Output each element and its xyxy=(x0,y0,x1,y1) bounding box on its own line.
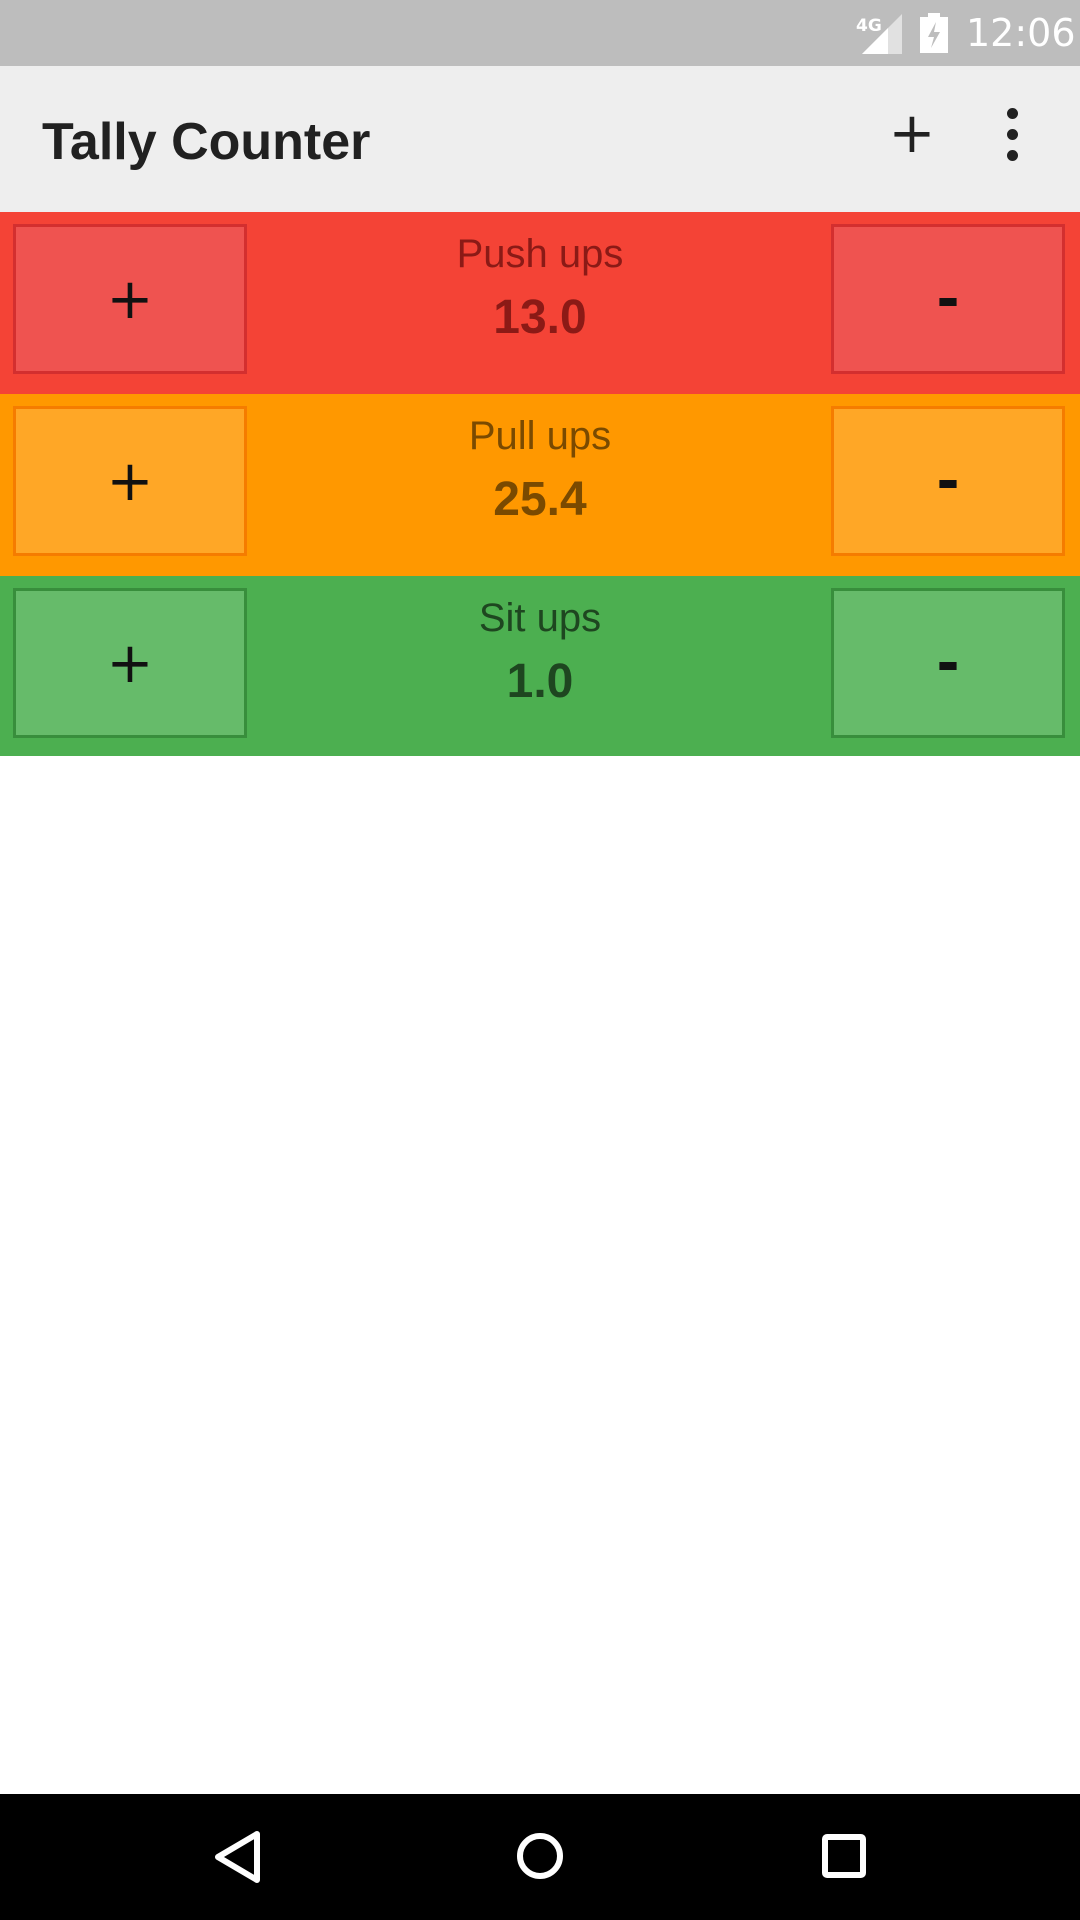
decrement-button[interactable]: - xyxy=(831,406,1065,556)
counter-name: Push ups xyxy=(456,232,624,276)
navigation-bar xyxy=(0,1794,1080,1920)
status-clock: 12:06 xyxy=(966,11,1076,55)
counter-name: Pull ups xyxy=(468,414,612,458)
signal-icon xyxy=(862,14,902,54)
decrement-button[interactable]: - xyxy=(831,588,1065,738)
increment-button[interactable]: + xyxy=(13,588,247,738)
counter-value: 25.4 xyxy=(493,473,587,526)
battery-charging-icon xyxy=(920,13,948,53)
add-counter-button[interactable]: + xyxy=(888,101,936,166)
app-title: Tally Counter xyxy=(42,113,371,171)
home-circle-icon[interactable] xyxy=(516,1832,564,1880)
counter-name: Sit ups xyxy=(478,596,602,640)
increment-button[interactable]: + xyxy=(13,406,247,556)
decrement-button[interactable]: - xyxy=(831,224,1065,374)
counter-row: + Push ups 13.0 - xyxy=(0,212,1080,396)
status-bar: 4G 12:06 xyxy=(0,0,1080,66)
counter-row: + Sit ups 1.0 - xyxy=(0,576,1080,756)
counter-row: + Pull ups 25.4 - xyxy=(0,394,1080,578)
counter-value: 1.0 xyxy=(506,655,574,708)
app-bar: Tally Counter + xyxy=(0,66,1080,212)
network-type: 4G xyxy=(856,16,882,36)
recents-square-icon[interactable] xyxy=(822,1834,866,1878)
counter-value: 13.0 xyxy=(493,291,587,344)
more-vertical-icon[interactable] xyxy=(982,94,1042,174)
back-triangle-icon[interactable] xyxy=(212,1830,262,1884)
increment-button[interactable]: + xyxy=(13,224,247,374)
